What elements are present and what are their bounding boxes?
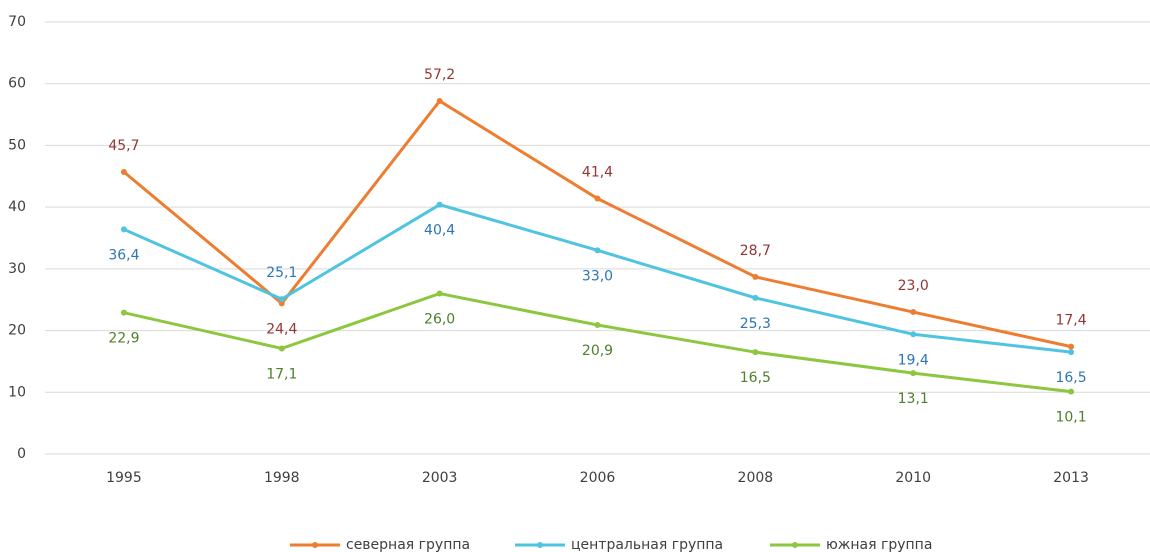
data-label: 28,7 — [740, 243, 771, 259]
data-point — [594, 195, 601, 202]
legend-label: центральная группа — [571, 537, 723, 552]
data-point — [278, 296, 285, 303]
data-label: 33,0 — [582, 268, 613, 284]
data-point — [752, 349, 759, 356]
legend-label: северная группа — [346, 537, 470, 552]
data-label: 45,7 — [108, 138, 139, 154]
data-label: 17,1 — [266, 366, 297, 382]
x-tick-label: 2013 — [1053, 470, 1089, 486]
x-tick-label: 2006 — [580, 470, 616, 486]
data-label: 25,1 — [266, 265, 297, 281]
data-point — [436, 201, 443, 208]
y-tick-label: 60 — [8, 76, 26, 92]
data-point — [120, 309, 127, 316]
data-point — [594, 247, 601, 254]
data-point — [594, 322, 601, 329]
data-label: 25,3 — [740, 316, 771, 332]
data-label: 41,4 — [582, 165, 613, 181]
series-line — [122, 99, 1072, 349]
data-point — [436, 290, 443, 297]
data-point — [278, 345, 285, 352]
data-label: 57,2 — [424, 67, 455, 83]
y-tick-label: 0 — [17, 446, 26, 462]
data-label: 22,9 — [108, 331, 139, 347]
y-tick-label: 50 — [8, 137, 26, 153]
x-tick-label: 2003 — [422, 470, 458, 486]
data-label: 40,4 — [424, 223, 455, 239]
data-label: 24,4 — [266, 321, 297, 337]
data-point — [120, 226, 127, 233]
data-label: 17,4 — [1055, 313, 1086, 329]
y-tick-label: 70 — [8, 14, 26, 30]
data-point — [1068, 388, 1075, 395]
data-label: 10,1 — [1055, 410, 1086, 426]
data-point — [752, 294, 759, 301]
y-tick-label: 40 — [8, 199, 26, 215]
data-label: 19,4 — [898, 352, 929, 368]
data-label: 16,5 — [740, 370, 771, 386]
x-tick-label: 2010 — [895, 470, 931, 486]
data-label: 16,5 — [1055, 370, 1086, 386]
legend-marker — [792, 542, 798, 548]
y-tick-label: 20 — [8, 323, 26, 339]
data-point — [910, 309, 917, 316]
legend-label: южная группа — [826, 537, 932, 552]
y-tick-label: 10 — [8, 384, 26, 400]
data-label: 36,4 — [108, 247, 139, 263]
x-tick-label: 1995 — [106, 470, 142, 486]
data-point — [278, 300, 285, 307]
y-tick-label: 30 — [8, 261, 26, 277]
data-label: 20,9 — [582, 343, 613, 359]
data-point — [752, 273, 759, 280]
data-label: 13,1 — [898, 391, 929, 407]
legend-marker — [312, 542, 318, 548]
data-point — [910, 331, 917, 338]
data-point — [436, 97, 443, 104]
x-tick-label: 2008 — [738, 470, 774, 486]
data-label: 26,0 — [424, 312, 455, 328]
data-label: 23,0 — [898, 278, 929, 294]
data-point — [1068, 349, 1075, 356]
legend-marker — [537, 542, 543, 548]
data-point — [120, 168, 127, 175]
x-tick-label: 1998 — [264, 470, 300, 486]
data-point — [910, 370, 917, 377]
data-point — [1068, 343, 1075, 350]
